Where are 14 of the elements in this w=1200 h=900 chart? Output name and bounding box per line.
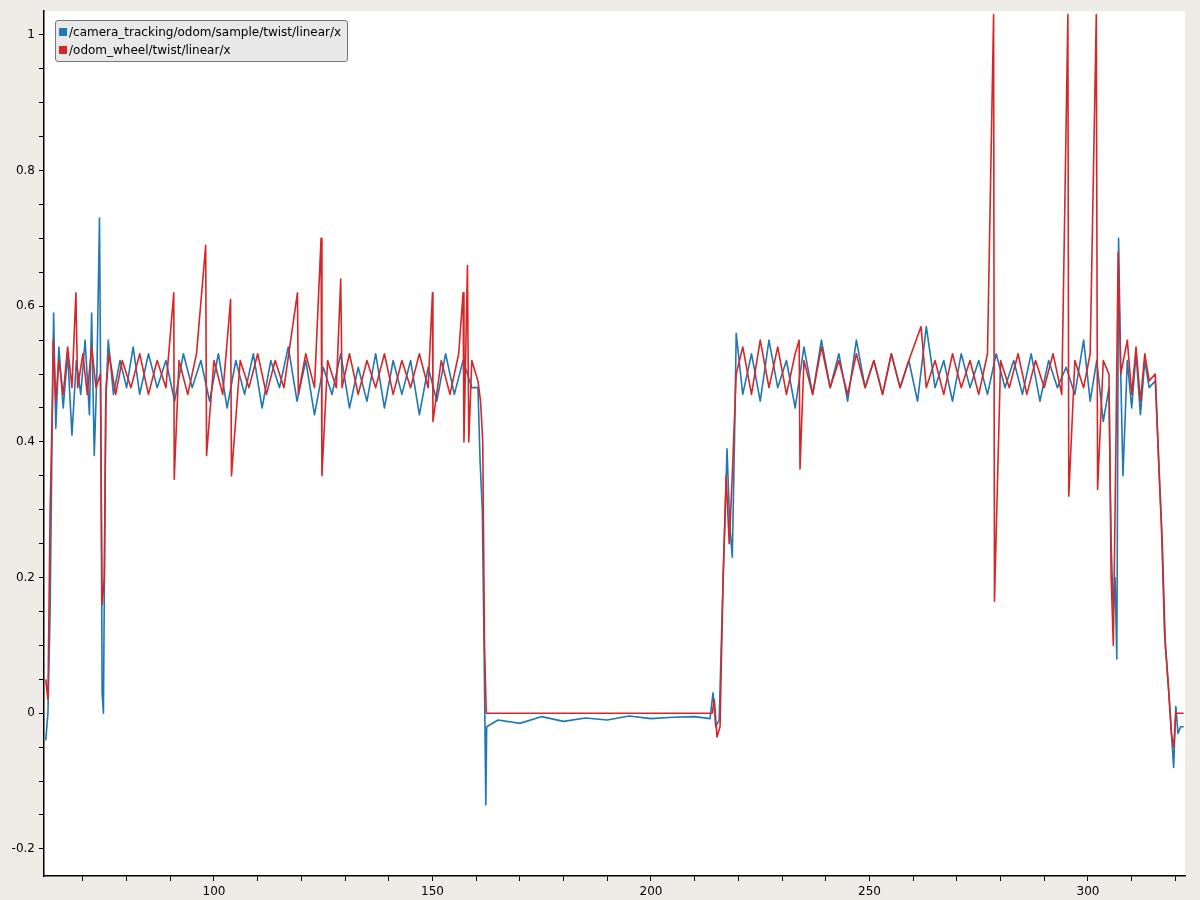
y-tick-label: 0.2 [15, 569, 35, 584]
legend-label: /odom_wheel/twist/linear/x [68, 42, 232, 60]
y-tick-label: 0.6 [15, 298, 35, 313]
x-tick-label: 300 [1076, 884, 1100, 899]
y-tick-label: 1 [27, 27, 35, 42]
y-tick-label: -0.2 [11, 840, 35, 855]
x-tick-label: 150 [421, 884, 444, 899]
y-tick-label: 0.8 [15, 162, 35, 177]
x-tick-label: 100 [202, 884, 226, 899]
y-tick-label: 0.4 [15, 434, 35, 449]
y-tick-label: 0 [27, 705, 35, 720]
x-tick-label: 250 [858, 884, 881, 899]
legend-label: /camera_tracking/odom/sample/twist/linear/x [68, 24, 342, 42]
x-tick-label: 200 [639, 884, 663, 899]
